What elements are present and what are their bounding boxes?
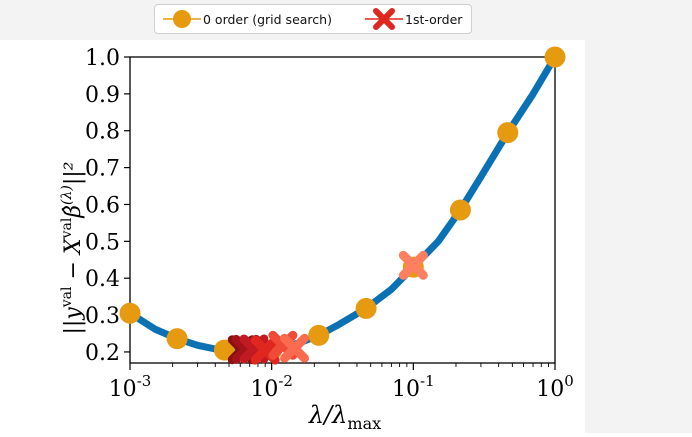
axes-layer: 0.2 0.3 0.4 0.5 0.6 0.7 0.8 0.9 1.0 10-3 10-2 10-1 1… xyxy=(85,46,574,402)
grid-search-point xyxy=(497,122,519,144)
legend-label-first-order: 1st-order xyxy=(405,11,463,27)
chart: 0.2 0.3 0.4 0.5 0.6 0.7 0.8 0.9 1.0 10-3 10-2 10-1 1… xyxy=(59,46,574,433)
legend-label-grid-search: 0 order (grid search) xyxy=(203,11,332,27)
legend-item-grid-search: 0 order (grid search) xyxy=(161,5,332,33)
y-tick-label: 0.8 xyxy=(85,120,120,145)
curve-layer xyxy=(126,53,559,356)
grid-search-point xyxy=(213,339,235,361)
grid-search-point xyxy=(355,297,377,319)
y-tick-label: 0.2 xyxy=(85,341,120,366)
validation-curve xyxy=(126,53,559,356)
y-tick-label: 0.5 xyxy=(85,230,120,255)
marks-layer xyxy=(119,46,566,365)
y-tick-label: 0.9 xyxy=(85,83,120,108)
grid-search-point xyxy=(449,199,471,221)
y-tick-label: 0.3 xyxy=(85,304,120,329)
y-tick-label: 0.4 xyxy=(85,267,120,292)
x-tick-label: 10-1 xyxy=(392,372,435,402)
y-tick-label: 0.7 xyxy=(85,157,120,182)
legend-circle-marker xyxy=(163,10,201,28)
grid-search-point xyxy=(544,46,566,68)
axes-frame xyxy=(129,56,556,364)
legend-item-first-order: 1st-order xyxy=(363,5,462,33)
x-tick-label: 100 xyxy=(536,372,574,402)
first-order-point xyxy=(280,333,310,363)
legend-x-marker xyxy=(365,8,403,30)
grid-search-point xyxy=(166,328,188,350)
first-order-point xyxy=(398,250,428,280)
x-tick-label: 10-2 xyxy=(250,372,293,402)
grid-search-point xyxy=(308,324,330,346)
x-axis-label: λ/λmax xyxy=(308,401,381,433)
plot-panel: 0.2 0.3 0.4 0.5 0.6 0.7 0.8 0.9 1.0 10-3 10-2 10-1 1… xyxy=(0,40,585,433)
y-tick-label: 0.6 xyxy=(85,193,120,218)
legend: 0 order (grid search) 1st-order xyxy=(154,4,472,34)
x-tick-label: 10-3 xyxy=(109,372,152,402)
y-tick-label: 1.0 xyxy=(85,46,120,71)
y-axis-label: ||yval − Xvalβ̂(λ)||² xyxy=(59,162,86,335)
grid-search-point xyxy=(119,302,141,324)
